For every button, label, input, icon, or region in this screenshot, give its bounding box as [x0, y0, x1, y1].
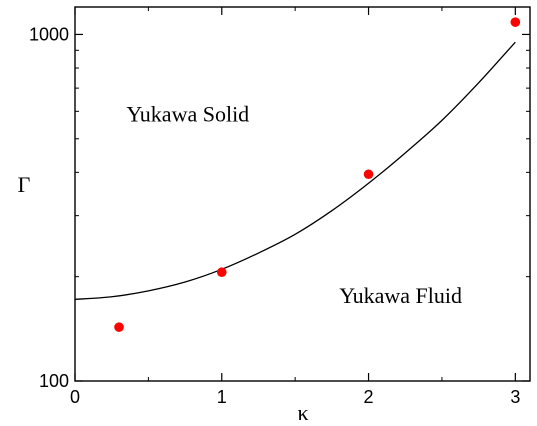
x-axis-title: κ	[297, 400, 308, 425]
axes-layer: 0 1 2 3 100 1000	[29, 6, 531, 407]
annotation-label: Yukawa Solid	[126, 102, 249, 127]
x-tick-label: 2	[364, 387, 374, 407]
melting-curve-line	[74, 41, 516, 301]
data-point	[363, 169, 374, 180]
x-tick-label: 0	[70, 387, 80, 407]
y-tick-label: 100	[39, 371, 69, 391]
data-point	[114, 322, 124, 332]
y-tick-label: 1000	[29, 24, 69, 44]
axis-label-layer: κ Γ	[18, 172, 309, 425]
x-tick-label: 1	[217, 387, 227, 407]
plot-frame	[74, 6, 531, 382]
annotation-label: Yukawa Fluid	[339, 283, 462, 308]
y-axis-title: Γ	[18, 172, 31, 197]
x-tick-label: 3	[510, 387, 520, 407]
data-point	[216, 267, 227, 278]
annotation-layer: Yukawa Solid Yukawa Fluid	[126, 102, 462, 308]
data-point	[510, 17, 521, 27]
series-layer	[74, 17, 521, 332]
